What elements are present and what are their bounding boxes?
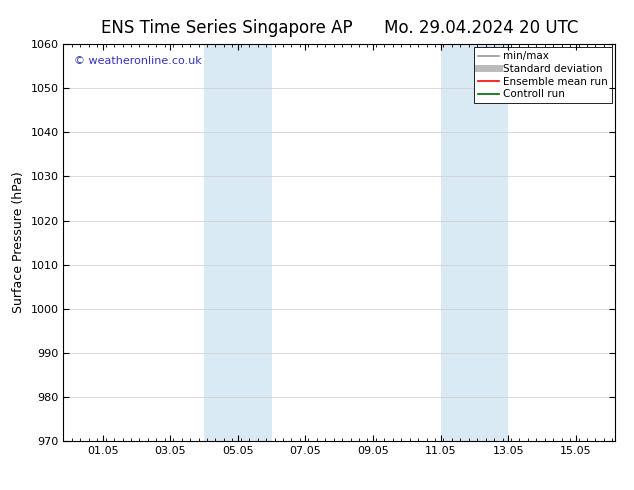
Y-axis label: Surface Pressure (hPa): Surface Pressure (hPa) [12, 172, 25, 314]
Bar [441, 44, 508, 441]
Text: © weatheronline.co.uk: © weatheronline.co.uk [74, 56, 202, 66]
Title: ENS Time Series Singapore AP      Mo. 29.04.2024 20 UTC: ENS Time Series Singapore AP Mo. 29.04.2… [101, 19, 578, 37]
Legend: min/max, Standard deviation, Ensemble mean run, Controll run: min/max, Standard deviation, Ensemble me… [474, 47, 612, 103]
Bar [204, 44, 272, 441]
